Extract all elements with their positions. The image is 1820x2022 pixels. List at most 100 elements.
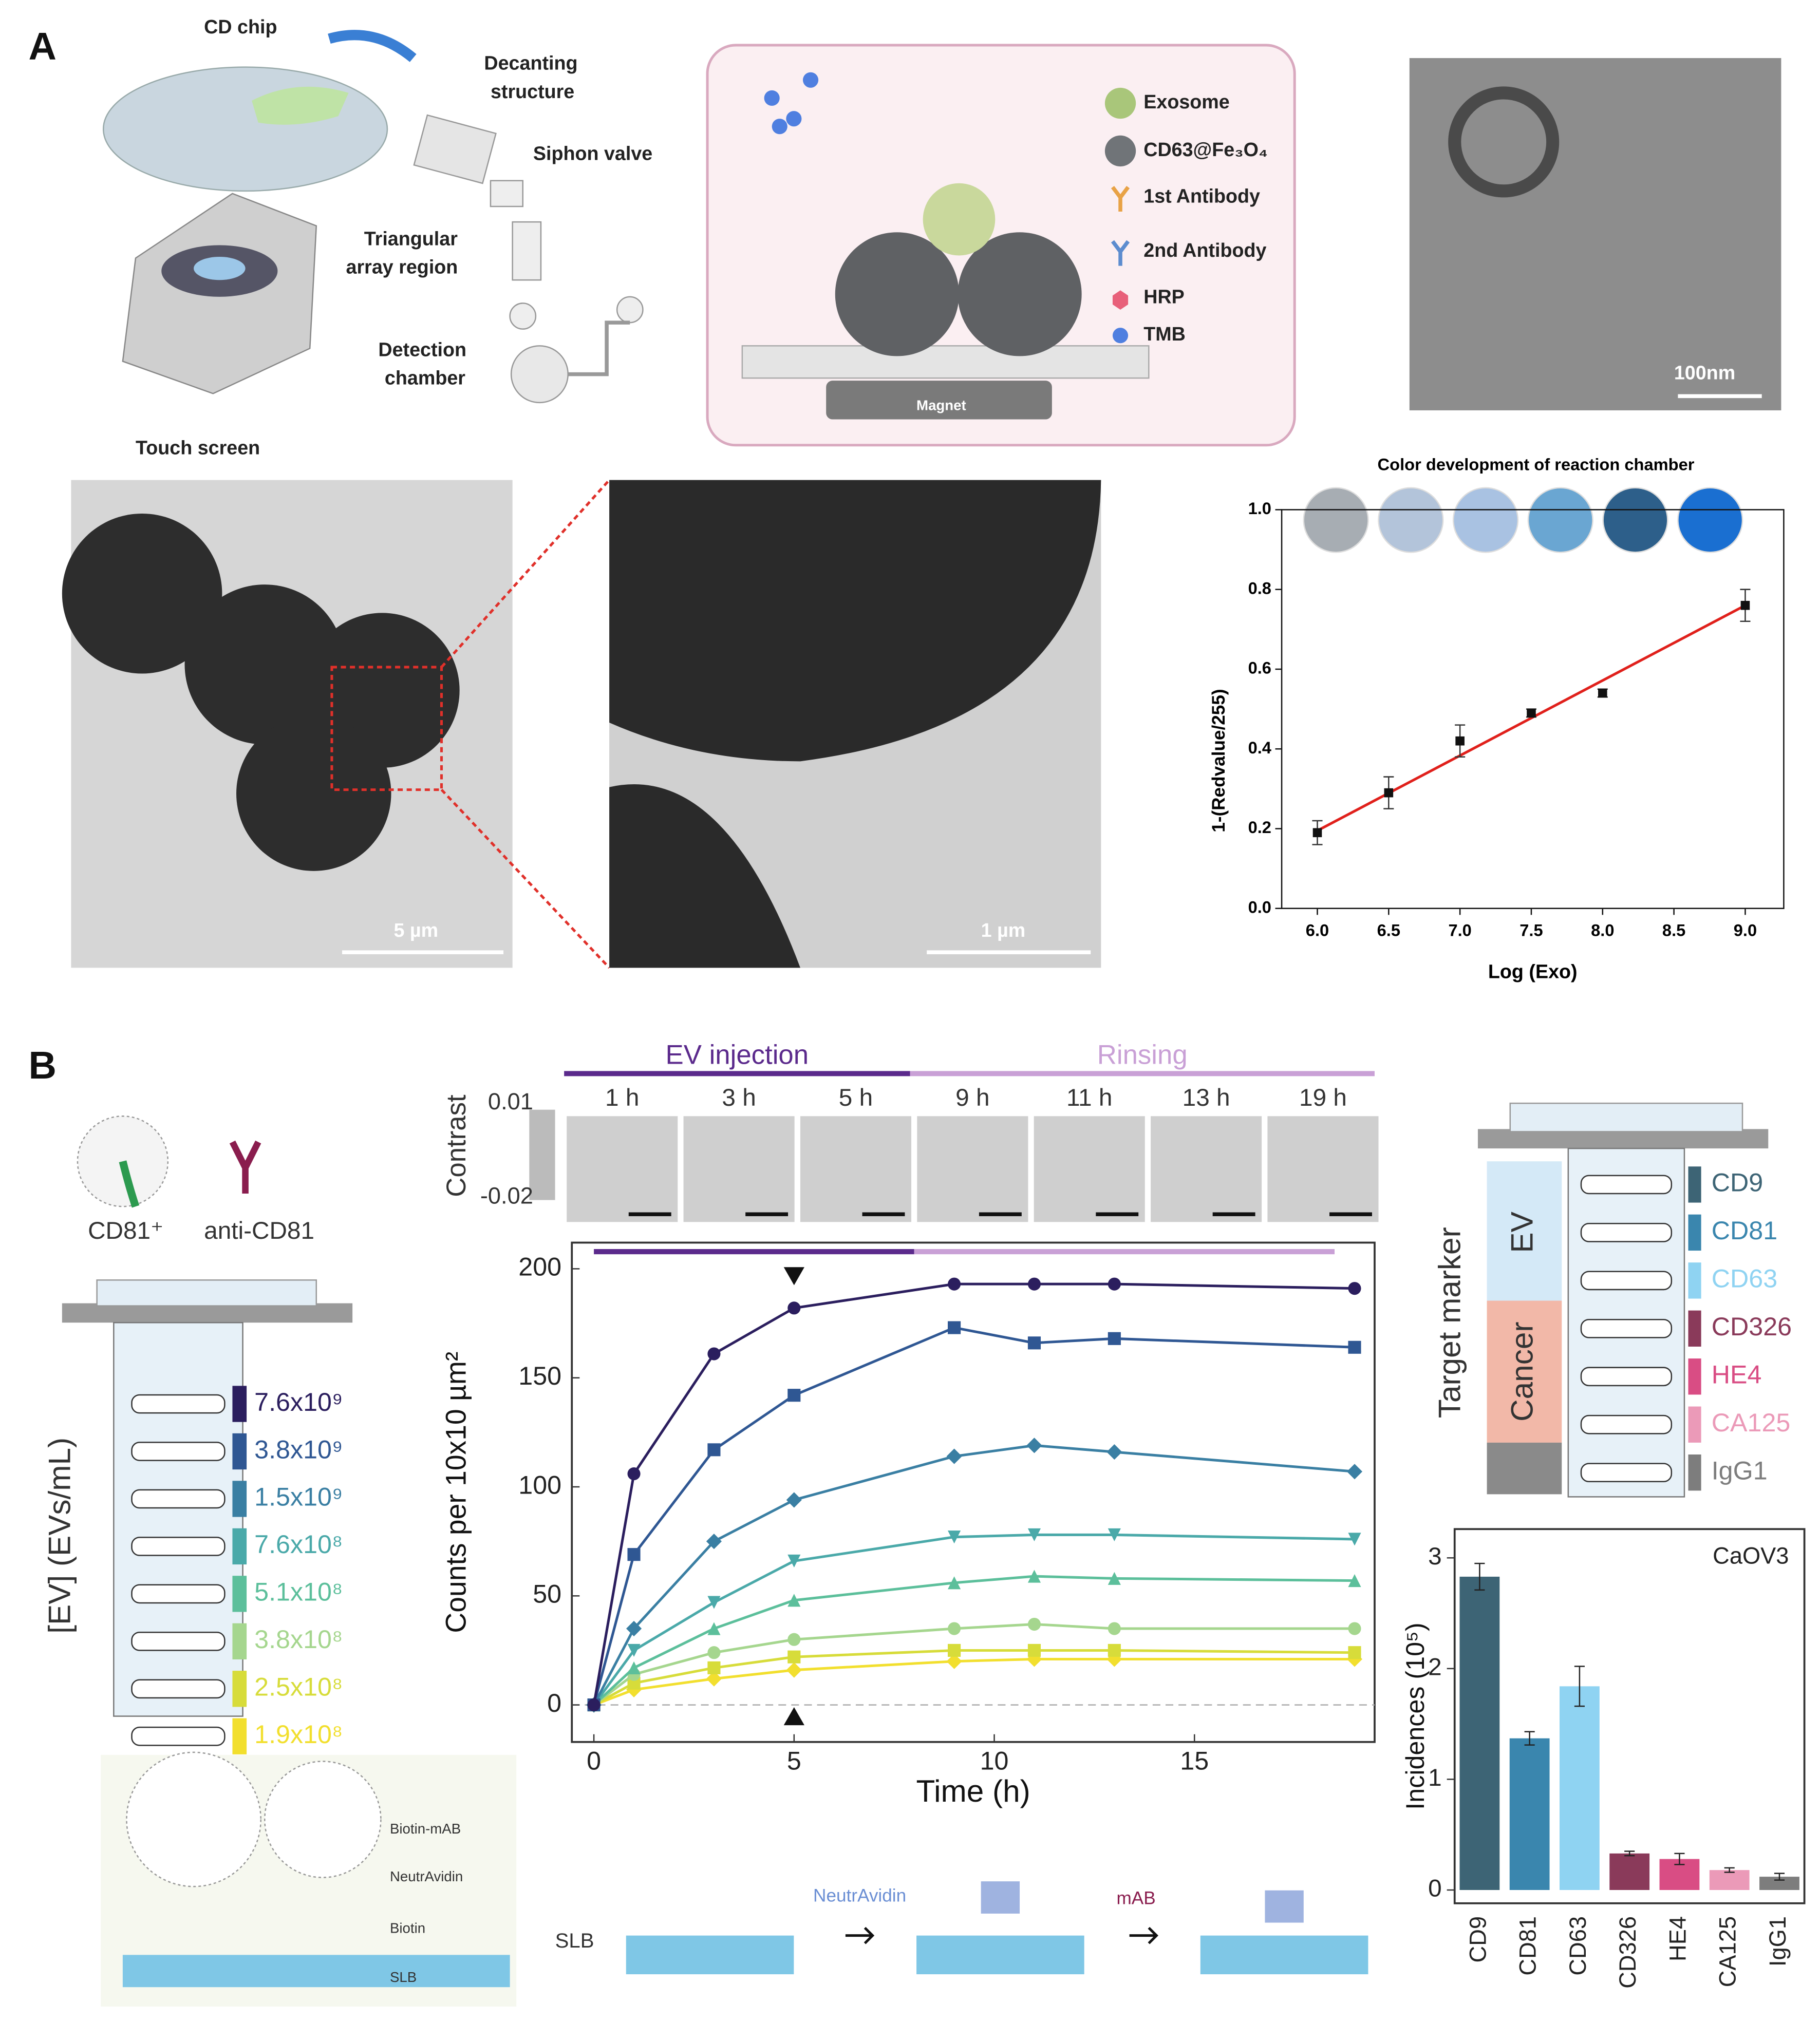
channel	[1580, 1414, 1673, 1434]
legend-swatch	[232, 1528, 247, 1565]
point	[707, 1596, 721, 1609]
legend-label: 2nd Antibody	[1143, 239, 1266, 261]
frame-label: 19 h	[1299, 1084, 1347, 1111]
bar	[1509, 1738, 1550, 1890]
x-tick-label: IgG1	[1765, 1916, 1791, 1967]
swatch	[1527, 487, 1593, 553]
error-bar	[1524, 1731, 1535, 1746]
channel	[131, 1679, 226, 1699]
marker-swatch	[1688, 1310, 1701, 1347]
point	[787, 1554, 801, 1567]
marker-label: CD326	[1712, 1312, 1792, 1341]
marker-label: CA125	[1712, 1408, 1791, 1437]
y-tick-label: 200	[518, 1253, 561, 1281]
frame-label: 1 h	[605, 1084, 639, 1111]
point	[627, 1643, 641, 1657]
channel	[131, 1631, 226, 1651]
series-line	[593, 1622, 1355, 1706]
marker-label: CD81	[1712, 1216, 1777, 1245]
y-tick-label: 0	[1428, 1875, 1442, 1902]
channel	[131, 1442, 226, 1461]
frame-label: 9 h	[955, 1084, 989, 1111]
label: Decanting	[484, 52, 577, 74]
legend-label: 5.1x10⁸	[254, 1578, 343, 1607]
point	[1108, 1622, 1121, 1635]
point	[707, 1646, 721, 1659]
label: Magnet	[916, 398, 966, 413]
x-tick-label: CD9	[1465, 1916, 1491, 1962]
marker-swatch	[1688, 1358, 1701, 1395]
x-tick-label: 8.5	[1662, 921, 1685, 940]
point	[1384, 788, 1394, 798]
x-tick-label: 8.0	[1591, 921, 1614, 940]
y-axis-label: 1-(Redvalue/255)	[1209, 689, 1229, 832]
x-tick-label: CD63	[1565, 1916, 1591, 1976]
label: Touch screen	[136, 437, 260, 458]
point	[707, 1622, 721, 1635]
point	[948, 1321, 961, 1334]
y-tick-label: 3	[1428, 1543, 1442, 1570]
legend-label: TMB	[1143, 323, 1186, 345]
y-tick-label: 2	[1428, 1653, 1442, 1680]
point	[1108, 1643, 1121, 1657]
channel	[1580, 1271, 1673, 1291]
legend-label: CD63@Fe₃O₄	[1143, 139, 1268, 160]
channel	[1580, 1463, 1673, 1483]
marker-label: IgG1	[1712, 1456, 1768, 1485]
frame	[1267, 1116, 1379, 1222]
label: Triangular	[364, 228, 458, 249]
channel	[1580, 1318, 1673, 1338]
point	[787, 1389, 801, 1402]
error-bar	[1474, 1562, 1485, 1591]
legend-label: 7.6x10⁸	[254, 1530, 343, 1559]
label: Detection	[378, 338, 466, 360]
label: Siphon valve	[533, 142, 652, 164]
point	[626, 1620, 642, 1637]
axis-label: [EV] (EVs/mL)	[42, 1438, 77, 1634]
legend-label: 1st Antibody	[1143, 185, 1260, 206]
point	[946, 1448, 962, 1464]
point	[1527, 708, 1536, 718]
plot-frame	[571, 1241, 1376, 1743]
channel	[131, 1537, 226, 1556]
fit-line	[1317, 604, 1746, 832]
point	[1108, 1332, 1121, 1345]
point	[1348, 1340, 1361, 1354]
point	[946, 1653, 962, 1669]
point	[1598, 688, 1607, 698]
label: -0.02	[480, 1183, 533, 1209]
point	[1348, 1282, 1361, 1295]
point	[1108, 1277, 1121, 1291]
frame-label: 11 h	[1066, 1084, 1112, 1111]
point	[1027, 1643, 1041, 1657]
bar	[1609, 1853, 1650, 1890]
point	[1027, 1570, 1041, 1583]
x-tick-label: 7.0	[1448, 921, 1471, 940]
point	[707, 1347, 721, 1360]
legend-swatch	[232, 1718, 247, 1754]
axis-label: Target marker	[1432, 1227, 1467, 1418]
series-line	[593, 1649, 1355, 1706]
x-tick-label: CD326	[1615, 1916, 1641, 1989]
swatch	[1303, 487, 1369, 553]
scale-label: 1 µm	[981, 919, 1026, 941]
y-tick-label: 150	[518, 1362, 561, 1390]
label: CD81⁺	[88, 1217, 163, 1244]
diagram-a-labels: CD chip Decanting structure Siphon valve…	[136, 16, 1735, 941]
legend-swatch	[232, 1386, 247, 1422]
point	[1348, 1622, 1361, 1635]
y-tick-label: 0.0	[1248, 897, 1271, 916]
swatch	[1602, 487, 1668, 553]
legend-swatch	[232, 1576, 247, 1612]
point	[1026, 1438, 1042, 1453]
series-line	[592, 1282, 1355, 1706]
scale-label: 5 µm	[394, 919, 439, 941]
frame-label: 5 h	[839, 1084, 873, 1111]
point	[587, 1698, 601, 1712]
x-tick-label: 5	[787, 1746, 801, 1775]
point	[1027, 1617, 1041, 1631]
point	[1348, 1646, 1361, 1659]
legend-label: Biotin-mAB	[390, 1821, 461, 1837]
marker-swatch	[1688, 1214, 1701, 1251]
plot-frame	[1281, 509, 1785, 910]
